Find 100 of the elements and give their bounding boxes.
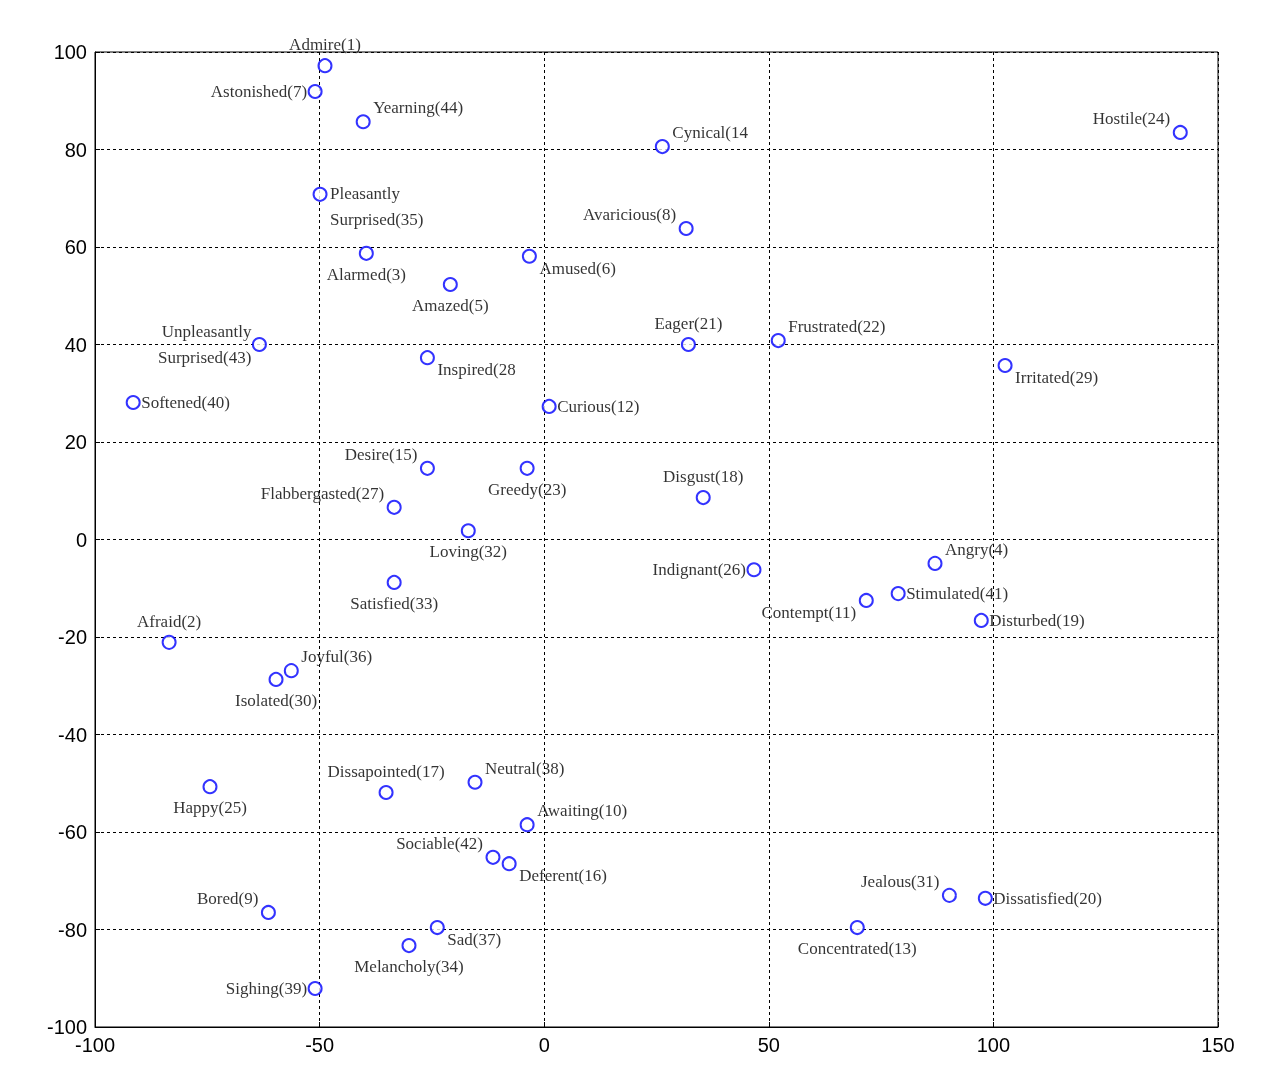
- point: [927, 555, 943, 571]
- annotation: Pleasantly Surprised(35): [330, 183, 424, 229]
- y-tick-label: 0: [75, 528, 87, 551]
- annotation: Stimulated(41): [906, 584, 1009, 604]
- point: [997, 357, 1013, 373]
- annotation: Indignant(26): [652, 560, 746, 580]
- annotation: Alarmed(3): [326, 264, 406, 284]
- annotation: Irritated(29): [1015, 367, 1099, 387]
- x-tick-label: 0: [538, 1034, 550, 1056]
- annotation: Amazed(5): [412, 296, 489, 316]
- point: [501, 856, 517, 872]
- annotation: Disturbed(19): [989, 610, 1085, 630]
- annotation: Angry(4): [945, 539, 1009, 559]
- annotation: Bored(9): [197, 888, 259, 908]
- annotation: Cynical(14: [672, 123, 749, 143]
- point: [678, 220, 694, 236]
- point: [467, 774, 483, 790]
- point: [307, 83, 323, 99]
- y-tick-label: -20: [58, 626, 87, 648]
- annotation: Softened(40): [141, 393, 230, 413]
- annotation: Curious(12): [557, 396, 640, 416]
- y-tick-label: -40: [58, 723, 87, 746]
- point: [317, 58, 333, 74]
- point: [519, 817, 535, 833]
- annotation: Sad(37): [447, 930, 502, 950]
- point: [202, 779, 218, 795]
- annotation: Eager(21): [654, 314, 723, 333]
- annotation: Flabbergasted(27): [260, 483, 385, 503]
- annotation: Concentrated(13): [797, 939, 917, 959]
- point: [419, 460, 435, 476]
- annotation: Neutral(38): [485, 758, 565, 778]
- point: [890, 586, 906, 602]
- x-tick-label: -50: [305, 1034, 335, 1056]
- point: [125, 395, 141, 411]
- point: [521, 248, 537, 264]
- point: [358, 245, 374, 261]
- point: [260, 904, 276, 920]
- annotation: Hostile(24): [1092, 108, 1171, 128]
- point: [429, 920, 445, 936]
- annotation: Desire(15): [344, 444, 418, 464]
- annotation: Unpleasantly Surprised(43): [157, 322, 252, 367]
- annotation: Greedy(23): [487, 479, 567, 499]
- x-tick-label: 100: [976, 1034, 1011, 1056]
- point: [770, 333, 786, 349]
- point: [746, 562, 762, 578]
- point: [442, 277, 458, 293]
- annotation: Melancholy(34): [354, 957, 464, 977]
- annotation: Loving(32): [429, 542, 507, 562]
- annotation: Amused(6): [539, 258, 616, 278]
- annotation: Contempt(11): [761, 602, 857, 622]
- annotation: Dissatisfied(20): [993, 888, 1102, 908]
- annotation: Disgust(18): [663, 467, 744, 487]
- annotation: Joyful(36): [301, 647, 373, 667]
- x-tick-label: 50: [757, 1034, 780, 1056]
- annotation: Afraid(2): [137, 611, 202, 631]
- point: [1172, 124, 1188, 140]
- point: [161, 634, 177, 650]
- annotation: Admire(1): [289, 35, 361, 55]
- y-tick-label: -60: [58, 821, 87, 843]
- point: [355, 114, 371, 130]
- y-tick-label: 80: [64, 138, 87, 161]
- annotation: Isolated(30): [234, 690, 318, 710]
- annotation: Yearning(44): [373, 98, 464, 118]
- annotation: Inspired(28: [437, 360, 516, 380]
- y-tick-label: 100: [53, 41, 87, 63]
- point: [251, 337, 267, 352]
- point: [941, 887, 957, 903]
- annotation: Deferent(16): [519, 866, 607, 886]
- point: [268, 671, 284, 687]
- x-tick-label: 150: [1201, 1034, 1235, 1056]
- point: [419, 350, 435, 366]
- point: [386, 499, 402, 515]
- point: [680, 337, 696, 352]
- y-tick-label: -80: [58, 918, 87, 941]
- point: [849, 920, 865, 936]
- point: [312, 186, 328, 202]
- annotation: Sighing(39): [225, 978, 308, 998]
- annotation: Dissapointed(17): [327, 762, 445, 782]
- point: [460, 523, 476, 539]
- point: [378, 785, 394, 801]
- point: [485, 849, 501, 865]
- annotation: Awaiting(10): [537, 801, 628, 821]
- y-tick-label: 40: [64, 333, 87, 356]
- annotation: Satisfied(33): [350, 593, 439, 613]
- point: [858, 592, 874, 608]
- annotation: Avaricious(8): [582, 204, 677, 224]
- annotation: Jealous(31): [861, 871, 940, 891]
- point: [401, 938, 417, 954]
- point: [283, 663, 299, 679]
- point: [973, 612, 989, 628]
- point: [977, 890, 993, 906]
- point: [541, 398, 557, 414]
- y-tick-label: -100: [46, 1016, 87, 1038]
- y-tick-label: 20: [64, 431, 87, 453]
- point: [386, 574, 402, 590]
- annotation: Frustrated(22): [788, 317, 886, 337]
- point: [695, 490, 711, 506]
- y-tick-label: 60: [64, 236, 87, 258]
- annotation: Happy(25): [173, 798, 247, 818]
- point: [519, 460, 535, 476]
